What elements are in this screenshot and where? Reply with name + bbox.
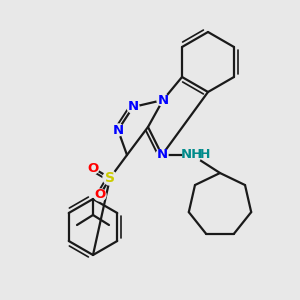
Text: O: O	[94, 188, 106, 202]
Text: N: N	[128, 100, 139, 113]
Text: N: N	[156, 148, 168, 161]
Circle shape	[94, 189, 106, 201]
Circle shape	[157, 94, 169, 106]
Circle shape	[112, 124, 124, 136]
Circle shape	[156, 149, 168, 161]
Text: N: N	[112, 124, 124, 136]
Text: H: H	[200, 148, 210, 161]
Text: N: N	[158, 94, 169, 106]
Circle shape	[183, 146, 201, 164]
Text: NH: NH	[181, 148, 203, 161]
Text: O: O	[87, 161, 99, 175]
Circle shape	[103, 171, 117, 185]
Circle shape	[127, 101, 139, 113]
Text: S: S	[105, 171, 115, 185]
Circle shape	[87, 162, 99, 174]
